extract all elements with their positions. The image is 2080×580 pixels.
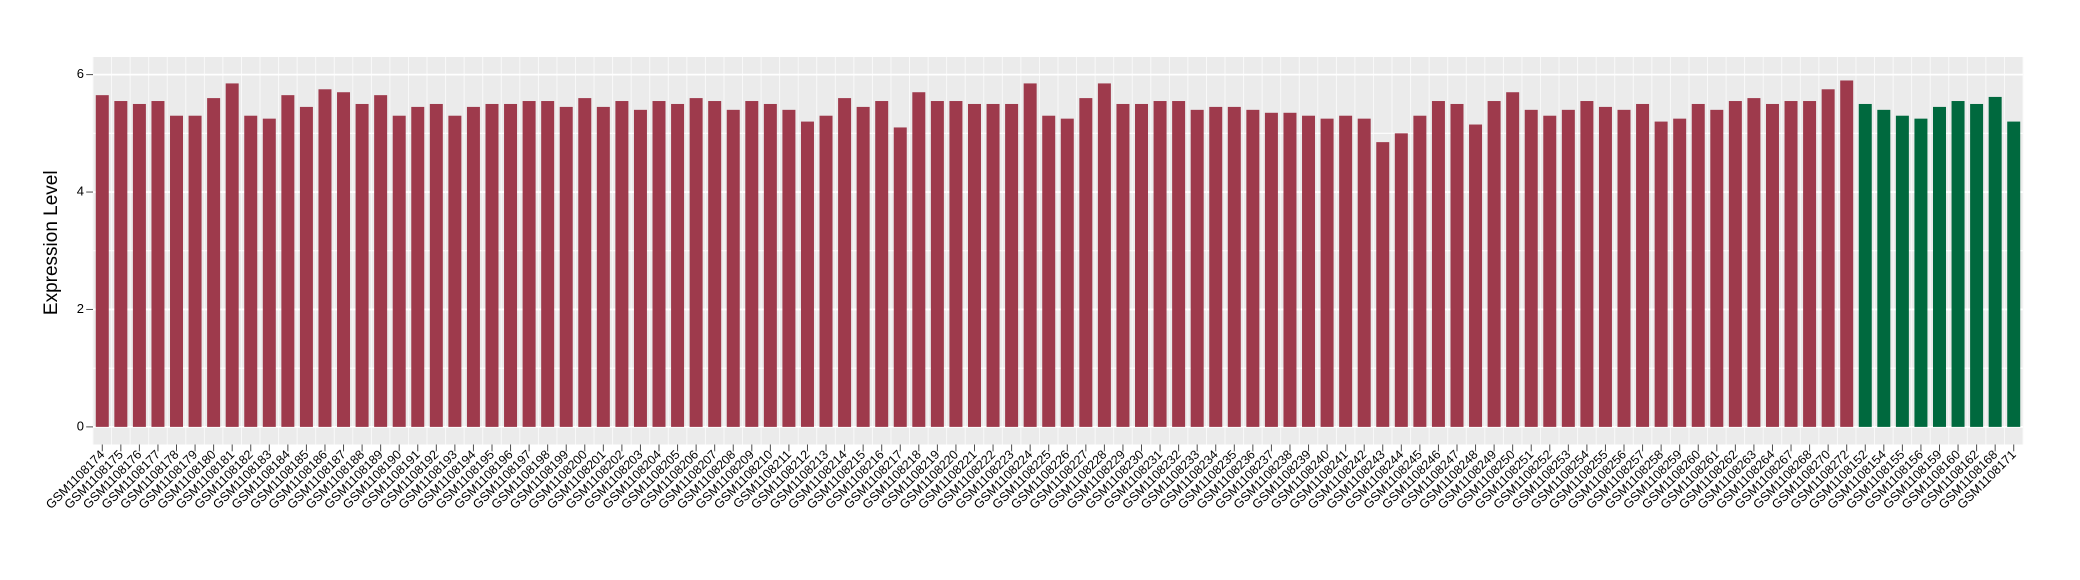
svg-text:4: 4 <box>77 184 84 199</box>
svg-text:6: 6 <box>77 66 84 81</box>
svg-text:Expression Level: Expression Level <box>41 170 62 315</box>
svg-text:2: 2 <box>77 301 84 316</box>
svg-text:0: 0 <box>77 418 84 433</box>
